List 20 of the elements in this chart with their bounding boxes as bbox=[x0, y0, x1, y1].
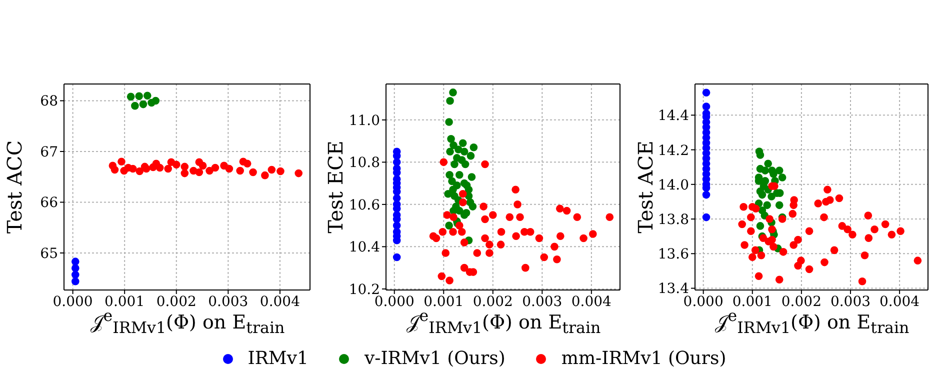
y-tick-label: 10.8 bbox=[348, 155, 380, 172]
y-axis-title: Test ECE bbox=[323, 140, 348, 233]
y-tick-label: 14.2 bbox=[658, 142, 689, 159]
y-tick-label: 65 bbox=[40, 246, 58, 262]
y-tick-label: 10.4 bbox=[348, 240, 380, 256]
y-tick-label: 11.0 bbox=[348, 112, 380, 129]
legend-label: IRMv1 bbox=[248, 348, 308, 369]
y-axis-title: Test ACE bbox=[633, 140, 658, 233]
y-tick-label: 14.0 bbox=[658, 177, 689, 194]
y-tick-label: 67 bbox=[40, 144, 58, 160]
y-tick-label: 13.6 bbox=[658, 246, 690, 263]
y-tick-label: 66 bbox=[40, 195, 58, 212]
y-tick-label: 10.6 bbox=[348, 197, 380, 214]
x-tick-label: 0.000 bbox=[52, 294, 93, 310]
y-tick-label: 13.8 bbox=[658, 212, 689, 228]
y-tick-label: 68 bbox=[40, 94, 58, 110]
y-axis-title: Test ACC bbox=[3, 140, 27, 234]
legend-label: mm-IRMv1 (Ours) bbox=[561, 348, 726, 369]
y-tick-label: 14.4 bbox=[658, 108, 690, 124]
legend-label: v-IRMv1 (Ours) bbox=[364, 348, 506, 369]
